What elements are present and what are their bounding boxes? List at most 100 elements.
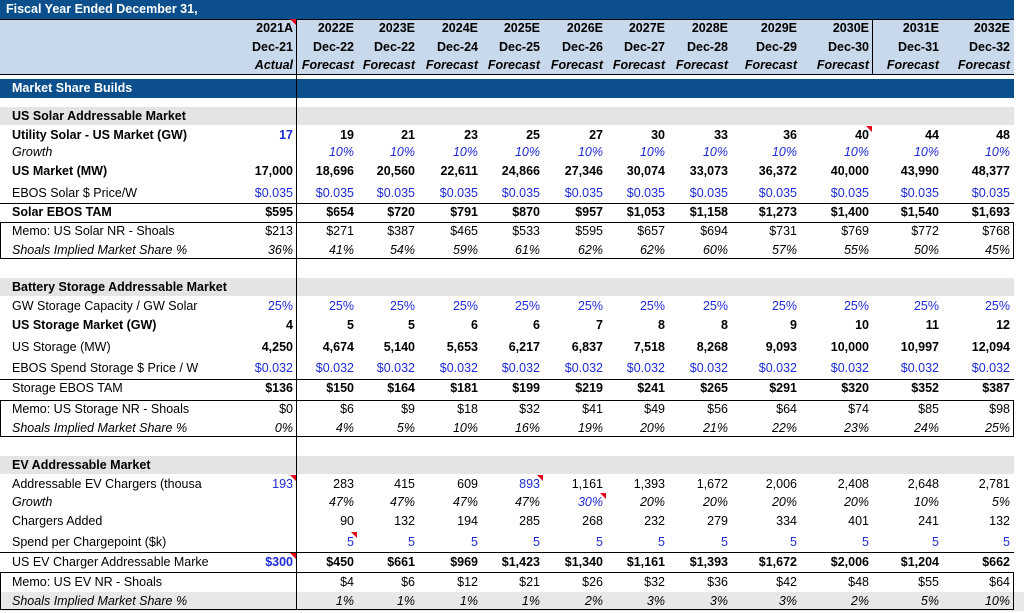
ev-value-cell[interactable]: $1,161 [626, 555, 665, 569]
solar-value-cell[interactable]: 36% [267, 243, 293, 257]
solar-row-label[interactable]: Memo: US Solar NR - Shoals [12, 224, 175, 238]
solar-value-cell[interactable]: 20,560 [376, 164, 415, 178]
storage-value-cell[interactable]: 25% [984, 299, 1010, 313]
header-type-cell[interactable]: Forecast [425, 58, 478, 72]
ev-value-cell[interactable]: 1% [459, 594, 478, 608]
ev-value-cell[interactable]: 193 [272, 477, 293, 491]
solar-row-label[interactable]: EBOS Solar $ Price/W [12, 186, 138, 200]
ev-value-cell[interactable]: 285 [519, 514, 540, 528]
ev-value-cell[interactable]: $661 [387, 555, 415, 569]
solar-value-cell[interactable]: $0.035 [758, 186, 797, 200]
storage-value-cell[interactable]: $181 [450, 381, 478, 395]
ev-value-cell[interactable] [227, 533, 296, 552]
solar-value-cell[interactable]: $595 [265, 205, 293, 219]
solar-value-cell[interactable]: 10% [843, 145, 869, 159]
header-type-cell[interactable]: Actual [254, 58, 293, 72]
solar-value-cell[interactable]: $0.035 [830, 186, 869, 200]
solar-row-label[interactable]: Solar EBOS TAM [12, 205, 112, 219]
storage-value-cell[interactable]: $0.032 [376, 361, 415, 375]
ev-value-cell[interactable]: 5% [920, 594, 939, 608]
storage-value-cell[interactable]: $49 [644, 402, 665, 416]
header-type-cell[interactable]: Forecast [487, 58, 540, 72]
solar-value-cell[interactable]: 10% [389, 145, 415, 159]
storage-value-cell[interactable]: $0.032 [501, 361, 540, 375]
storage-value-cell[interactable]: $32 [519, 402, 540, 416]
ev-value-cell[interactable]: 2% [584, 594, 603, 608]
solar-value-cell[interactable]: 10% [452, 145, 478, 159]
ev-value-cell[interactable]: 283 [333, 477, 354, 491]
storage-value-cell[interactable]: 6 [533, 318, 540, 332]
solar-value-cell[interactable]: 40 [855, 128, 869, 142]
ev-value-cell[interactable]: 2,408 [837, 477, 869, 491]
storage-value-cell[interactable]: 10,997 [900, 340, 939, 354]
ev-value-cell[interactable]: 5 [408, 535, 415, 549]
storage-value-cell[interactable]: 6,217 [508, 340, 540, 354]
ev-value-cell[interactable]: 47% [328, 495, 354, 509]
ev-value-cell[interactable]: 1% [396, 594, 415, 608]
ev-value-cell[interactable]: $1,393 [689, 555, 728, 569]
ev-row-label[interactable]: Memo: US EV NR - Shoals [12, 575, 163, 589]
header-year-cell[interactable]: 2029E [760, 21, 797, 35]
solar-value-cell[interactable]: $595 [575, 224, 603, 238]
solar-value-cell[interactable]: 10% [913, 145, 939, 159]
ev-value-cell[interactable]: 1,161 [571, 477, 603, 491]
ev-value-cell[interactable]: 401 [848, 514, 869, 528]
solar-value-cell[interactable]: $0.035 [971, 186, 1010, 200]
header-year-cell[interactable]: 2024E [441, 21, 478, 35]
header-date-cell[interactable]: Dec-21 [252, 40, 293, 54]
header-type-cell[interactable]: Forecast [612, 58, 665, 72]
ev-value-cell[interactable]: $2,006 [830, 555, 869, 569]
comment-flag-icon[interactable] [290, 553, 296, 559]
ev-value-cell[interactable]: $1,423 [501, 555, 540, 569]
comment-flag-icon[interactable] [866, 126, 872, 132]
ev-value-cell[interactable]: 132 [989, 514, 1010, 528]
ev-value-cell[interactable]: 2% [850, 594, 869, 608]
solar-value-cell[interactable]: $387 [387, 224, 415, 238]
header-year-cell[interactable]: 2023E [378, 21, 415, 35]
solar-value-cell[interactable]: 33,073 [689, 164, 728, 178]
storage-value-cell[interactable]: 24% [913, 421, 939, 435]
storage-row-label[interactable]: Shoals Implied Market Share % [12, 421, 188, 435]
ev-value-cell[interactable]: 47% [452, 495, 478, 509]
solar-value-cell[interactable]: $0.035 [689, 186, 728, 200]
ev-value-cell[interactable]: $4 [340, 575, 354, 589]
storage-value-cell[interactable]: 21% [702, 421, 728, 435]
storage-value-cell[interactable]: 6 [471, 318, 478, 332]
solar-value-cell[interactable]: $654 [326, 205, 354, 219]
header-date-cell[interactable]: Dec-27 [624, 40, 665, 54]
ev-value-cell[interactable]: 1% [335, 594, 354, 608]
storage-value-cell[interactable]: 7,518 [633, 340, 665, 354]
ev-value-cell[interactable]: 609 [457, 477, 478, 491]
header-type-cell[interactable]: Forecast [957, 58, 1010, 72]
solar-value-cell[interactable]: $1,158 [689, 205, 728, 219]
ev-row-label[interactable]: Growth [12, 495, 53, 509]
header-type-cell[interactable]: Forecast [550, 58, 603, 72]
storage-value-cell[interactable]: $0 [279, 402, 293, 416]
storage-value-cell[interactable]: 25% [639, 299, 665, 313]
ev-value-cell[interactable]: 2,648 [907, 477, 939, 491]
ev-row-label[interactable]: Shoals Implied Market Share % [12, 594, 188, 608]
header-date-cell[interactable]: Dec-22 [313, 40, 354, 54]
ev-value-cell[interactable]: 241 [918, 514, 939, 528]
storage-value-cell[interactable]: 5 [347, 318, 354, 332]
storage-value-cell[interactable]: 16% [514, 421, 540, 435]
storage-value-cell[interactable]: $0.032 [900, 361, 939, 375]
ev-value-cell[interactable]: $1,204 [900, 555, 939, 569]
comment-flag-icon[interactable] [290, 475, 296, 481]
ev-value-cell[interactable]: 47% [389, 495, 415, 509]
ev-value-cell[interactable]: $6 [401, 575, 415, 589]
ev-value-cell[interactable]: $55 [918, 575, 939, 589]
storage-value-cell[interactable]: $98 [989, 402, 1010, 416]
storage-value-cell[interactable]: 25% [267, 299, 293, 313]
ev-value-cell[interactable]: 3% [709, 594, 728, 608]
storage-value-cell[interactable]: 9 [790, 318, 797, 332]
solar-value-cell[interactable]: $0.035 [315, 186, 354, 200]
storage-row-label[interactable]: EBOS Spend Storage $ Price / W [12, 361, 199, 375]
ev-value-cell[interactable]: $48 [848, 575, 869, 589]
solar-value-cell[interactable]: 41% [328, 243, 354, 257]
storage-value-cell[interactable]: $219 [575, 381, 603, 395]
ev-value-cell[interactable]: 5 [721, 535, 728, 549]
solar-value-cell[interactable]: 10% [328, 145, 354, 159]
storage-value-cell[interactable]: 4,674 [322, 340, 354, 354]
ev-value-cell[interactable]: $300 [265, 555, 293, 569]
